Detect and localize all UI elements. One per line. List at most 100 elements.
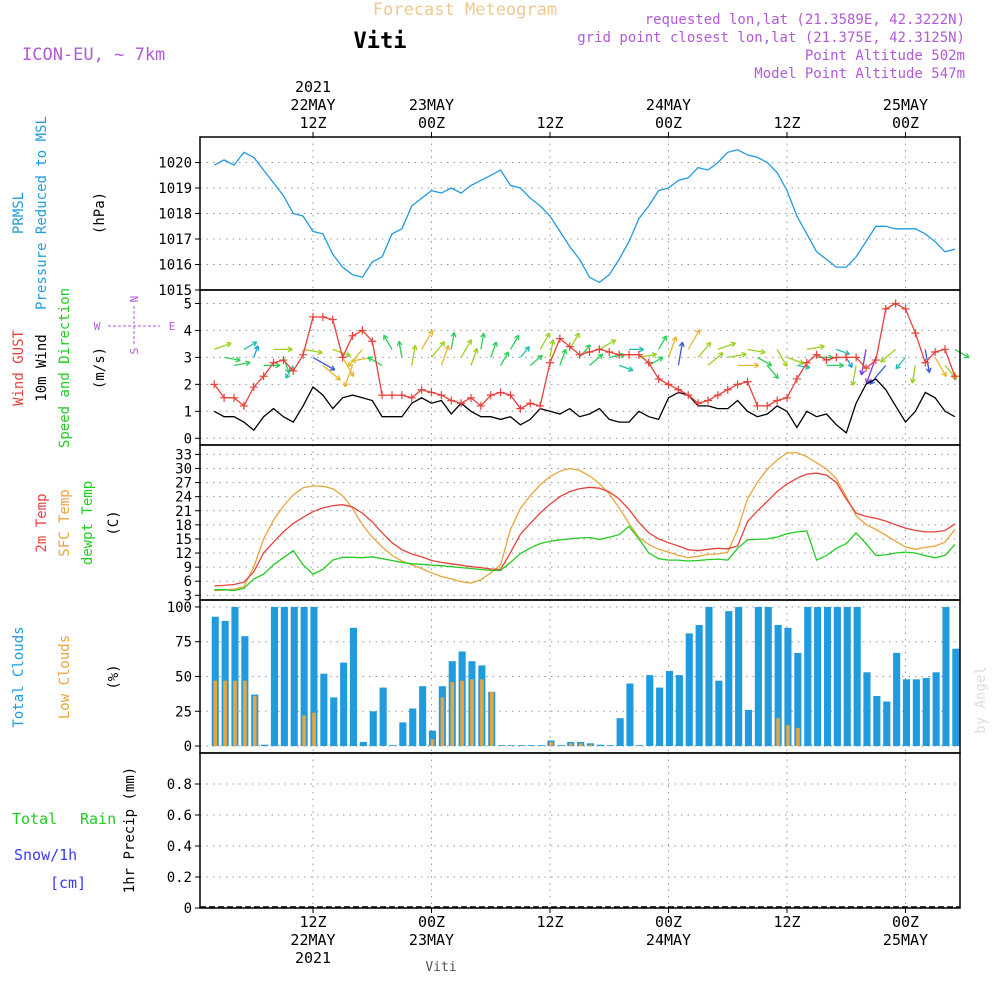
wind-arrow-head [329, 365, 336, 371]
wind-arrow [757, 356, 772, 367]
wind-arrow [895, 356, 906, 370]
total-cloud-bar [922, 677, 930, 747]
y-tick-label: 1016 [158, 258, 192, 274]
total-cloud-bar [735, 607, 743, 747]
gust-marker [397, 391, 406, 400]
gust-marker [644, 358, 653, 367]
wind-arrow-head [574, 332, 580, 339]
wind-arrow [440, 345, 450, 366]
wind-arrow [480, 333, 485, 350]
gust-marker [950, 372, 959, 381]
y-tick-label: 1015 [158, 283, 192, 299]
gust-marker [309, 312, 317, 321]
total-cloud-bar [893, 652, 901, 747]
y-tick-label: 1 [184, 404, 192, 420]
gust-marker [812, 350, 821, 359]
total-cloud-bar [379, 687, 387, 746]
wind-arrow [233, 361, 251, 367]
gust-marker [358, 326, 367, 335]
wind-arrow-head [345, 351, 351, 358]
time-tick-label: 00Z [418, 114, 445, 132]
wind-arrow-head [819, 344, 825, 350]
gust-marker [615, 350, 624, 359]
wind-arrow-head [245, 360, 251, 367]
gust-marker [318, 312, 327, 321]
wind-arrow [559, 349, 567, 366]
gust-marker [328, 315, 337, 324]
gust-marker [338, 353, 347, 362]
wind-arrow [344, 365, 354, 388]
total-cloud-bar [833, 607, 841, 747]
temp-label-sfc: SFC Temp [57, 489, 73, 556]
gust-marker [220, 393, 229, 402]
wind-arrow [549, 339, 554, 358]
wind-arrow-head [524, 346, 531, 352]
total-cloud-bar [359, 741, 367, 747]
gust-marker [378, 391, 387, 400]
y-tick-label: 6 [184, 574, 192, 590]
time-tick-label: 24MAY [646, 931, 691, 949]
wind-arrow-head [317, 349, 323, 356]
gust-marker [625, 350, 633, 359]
gust-marker [585, 348, 594, 356]
gust-marker [476, 401, 485, 410]
wind-arrow-head [741, 351, 747, 358]
wind-arrow-head [396, 340, 403, 347]
y-tick-label: 9 [184, 560, 192, 576]
total-cloud-bar [656, 687, 664, 746]
gust-marker [891, 299, 900, 308]
precip-y-axis: 0 0.2 0.4 0.6 0.8 [167, 777, 960, 917]
low-cloud-bar [549, 741, 553, 747]
wind-arrow-head [839, 362, 845, 369]
gust-marker [634, 350, 643, 359]
time-tick-label: 00Z [655, 913, 682, 931]
gust-marker [713, 391, 722, 400]
wind-arrow [411, 345, 416, 366]
wind-arrow-head [705, 341, 712, 348]
gust-marker [792, 374, 801, 383]
wind-arrow [806, 345, 825, 351]
gust-marker [447, 396, 456, 405]
y-tick-label: 33 [175, 447, 192, 463]
low-cloud-bar [796, 728, 800, 747]
requested-coords: requested lon,lat (21.3589E, 42.3222N) [645, 12, 965, 28]
gust-marker [230, 393, 238, 402]
gust-marker [654, 374, 663, 383]
panel-frame-temp [199, 444, 961, 601]
y-tick-label: 0 [184, 431, 192, 447]
model-altitude: Model Point Altitude 547m [754, 66, 965, 82]
total-cloud-bar [596, 744, 604, 747]
wind-arrow-head [335, 375, 341, 381]
y-tick-label: 1019 [158, 181, 192, 197]
wind-arrow-head [661, 335, 668, 341]
gust-marker [427, 388, 436, 397]
total-cloud-bar [823, 607, 831, 747]
wind-arrow-head [472, 347, 479, 354]
gust-marker [921, 358, 930, 367]
wind-arrow-head [492, 341, 498, 348]
pressure-labels: PRMSL Pressure Reduced to MSL (hPa) [11, 116, 108, 310]
gust-marker [486, 391, 495, 400]
precip-label-cm: [cm] [50, 874, 86, 892]
precip-unit: 1hr Precip (mm) [122, 767, 138, 893]
total-cloud-bar [527, 745, 535, 746]
gust-marker [684, 391, 693, 400]
total-cloud-bar [942, 607, 950, 747]
time-tick-label: 12Z [536, 913, 563, 931]
gust-marker [832, 353, 841, 362]
time-tick-label: 12Z [299, 913, 326, 931]
total-cloud-bar [843, 607, 851, 747]
gust-marker [881, 304, 890, 313]
gust-marker [901, 304, 910, 313]
total-cloud-bar [507, 745, 515, 746]
y-tick-label: 0.2 [167, 870, 192, 886]
gust-marker [536, 401, 545, 410]
total-cloud-bar [725, 611, 733, 746]
compass-s: S [128, 348, 141, 355]
gust-marker [723, 385, 732, 394]
wind-arrow-head [782, 361, 788, 367]
wind-arrow-head [275, 362, 281, 369]
wind-arrow-head [847, 362, 853, 368]
low-cloud-bar [253, 696, 257, 747]
